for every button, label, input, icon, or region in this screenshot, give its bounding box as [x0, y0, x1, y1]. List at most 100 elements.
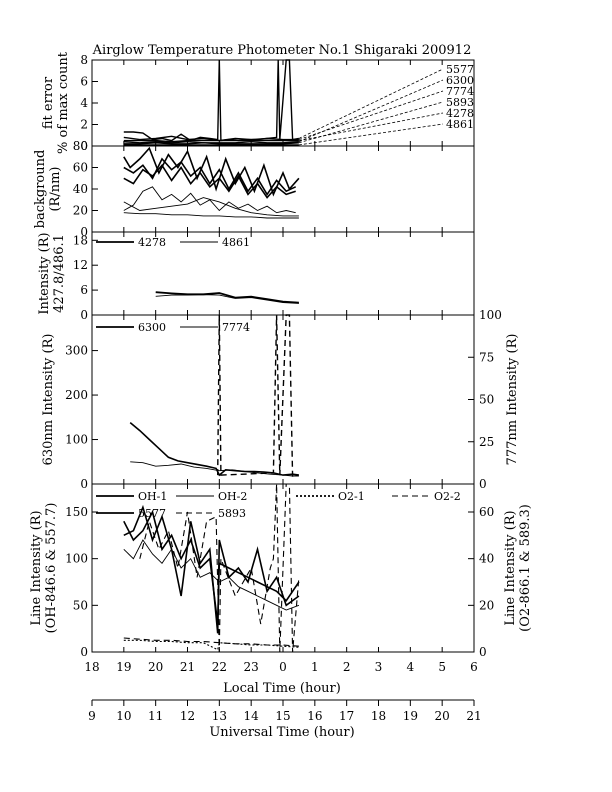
- panel-frame-2: [91, 145, 475, 233]
- blue-series-4278: [155, 291, 299, 304]
- line-y-right-tick-label: 40: [479, 552, 494, 566]
- x-axis-label-universal-time: Universal Time (hour): [209, 725, 354, 740]
- line-y-left-tick-label: 100: [65, 552, 88, 566]
- fit-error-y-tick-label: 0: [80, 139, 88, 153]
- fit-error-label-5893: 5893: [446, 96, 474, 109]
- blue-y-tick-label: 0: [80, 308, 88, 322]
- line-y-left-label: (OH-846.6 & 557.7): [44, 503, 59, 634]
- blue-y-label: Intensity (R): [37, 232, 52, 314]
- x-tick-label-universal-time: 12: [180, 709, 195, 723]
- fit-error-label-5577: 5577: [446, 63, 474, 76]
- x-tick-label-local-time: 4: [407, 660, 415, 674]
- line-series-5577: [123, 504, 300, 634]
- fit-error-label-4861: 4861: [446, 118, 474, 131]
- blue-y-tick-label: 12: [73, 258, 88, 272]
- fit-error-y-tick-label: 8: [80, 53, 88, 67]
- line-legend-OH-1-label: OH-1: [138, 490, 167, 503]
- red-y-left-tick-label: 100: [65, 433, 88, 447]
- fit-error-series-4278: [123, 139, 299, 143]
- fit-error-leader-4278: [298, 112, 444, 142]
- line-y-right-tick-label: 0: [479, 645, 487, 659]
- background-y-tick-label: 80: [73, 139, 88, 153]
- line-legend-O2-2-label: O2-2: [434, 490, 461, 503]
- x-tick-label-local-time: 3: [375, 660, 383, 674]
- chart-title: Airglow Temperature Photometer No.1 Shig…: [92, 43, 472, 58]
- fit-error-series-7774: [123, 135, 299, 142]
- x-axis-label-local-time: Local Time (hour): [223, 681, 341, 696]
- x-tick-label-universal-time: 21: [466, 709, 481, 723]
- background-series-6: [123, 212, 299, 219]
- fit-error-y-label: fit error: [41, 76, 56, 129]
- line-y-left-tick-label: 150: [65, 505, 88, 519]
- red-series-6300-spikes: [217, 314, 294, 478]
- x-tick-label-local-time: 18: [84, 660, 99, 674]
- x-tick-label-local-time: 6: [470, 660, 478, 674]
- red-legend-6300-label: 6300: [138, 321, 166, 334]
- line-y-left-label: Line Intensity (R): [29, 510, 44, 625]
- fit-error-series-5577: [123, 59, 300, 142]
- x-tick-label-universal-time: 18: [371, 709, 386, 723]
- fit-error-series-5893: [123, 142, 299, 145]
- x-tick-label-local-time: 5: [438, 660, 446, 674]
- x-tick-label-universal-time: 10: [116, 709, 131, 723]
- red-y-right-tick-label: 50: [479, 393, 494, 407]
- blue-y-label: 427.8/486.1: [52, 234, 67, 313]
- x-tick-label-local-time: 20: [148, 660, 163, 674]
- fit-error-y-tick-label: 6: [80, 75, 88, 89]
- blue-y-tick-label: 6: [80, 283, 88, 297]
- fit-error-label-4278: 4278: [446, 107, 474, 120]
- x-tick-label-local-time: 2: [343, 660, 351, 674]
- red-y-left-tick-label: 0: [80, 477, 88, 491]
- line-y-right-label: Line Intensity (R): [503, 510, 518, 625]
- x-tick-label-universal-time: 20: [435, 709, 450, 723]
- fit-error-y-tick-label: 4: [80, 96, 88, 110]
- red-legend-7774-label: 7774: [222, 321, 250, 334]
- line-legend-5893-label: 5893: [218, 507, 246, 520]
- line-legend-O2-1-label: O2-1: [338, 490, 365, 503]
- x-tick-label-local-time: 22: [212, 660, 227, 674]
- x-tick-label-local-time: 23: [244, 660, 259, 674]
- fit-error-label-7774: 7774: [446, 85, 474, 98]
- line-y-left-tick-label: 0: [80, 645, 88, 659]
- background-series-5: [123, 197, 299, 217]
- red-y-right-tick-label: 75: [479, 350, 494, 364]
- fit-error-y-label: % of max count: [56, 51, 71, 154]
- fit-error-leader-5577: [298, 68, 444, 139]
- background-y-tick-label: 0: [80, 225, 88, 239]
- blue-y-tick-label: 18: [73, 233, 88, 247]
- red-y-right-tick-label: 25: [479, 435, 494, 449]
- blue-series-4861: [155, 294, 299, 304]
- panel-frame-4: [91, 314, 475, 485]
- line-series-OH-2: [123, 539, 300, 611]
- background-y-tick-label: 60: [73, 161, 88, 175]
- fit-error-leader-7774: [298, 90, 444, 140]
- red-y-right-tick-label: 100: [479, 308, 502, 322]
- red-y-left-tick-label: 300: [65, 344, 88, 358]
- x-tick-label-universal-time: 14: [244, 709, 260, 723]
- red-y-right-tick-label: 0: [479, 477, 487, 491]
- line-y-right-tick-label: 60: [479, 505, 494, 519]
- line-legend-OH-2-label: OH-2: [218, 490, 247, 503]
- x-tick-label-universal-time: 15: [275, 709, 290, 723]
- x-tick-label-universal-time: 11: [148, 709, 163, 723]
- background-y-tick-label: 40: [73, 182, 88, 196]
- x-tick-label-universal-time: 17: [339, 709, 354, 723]
- fit-error-label-6300: 6300: [446, 74, 474, 87]
- x-tick-label-local-time: 1: [311, 660, 319, 674]
- line-y-left-tick-label: 50: [73, 598, 88, 612]
- background-y-label: (R/nm): [48, 166, 63, 211]
- x-tick-label-universal-time: 13: [212, 709, 227, 723]
- line-series-O2-1: [123, 639, 299, 651]
- x-tick-label-local-time: 21: [180, 660, 195, 674]
- background-series-1: [123, 146, 300, 197]
- fit-error-leader-4861: [298, 123, 444, 146]
- blue-legend-4278-label: 4278: [138, 236, 166, 249]
- x-tick-label-universal-time: 16: [307, 709, 322, 723]
- blue-legend-4861-label: 4861: [222, 236, 250, 249]
- red-series-7774: [130, 461, 299, 477]
- background-series-2: [123, 157, 297, 196]
- background-series-4: [123, 186, 296, 214]
- background-y-tick-label: 20: [73, 204, 88, 218]
